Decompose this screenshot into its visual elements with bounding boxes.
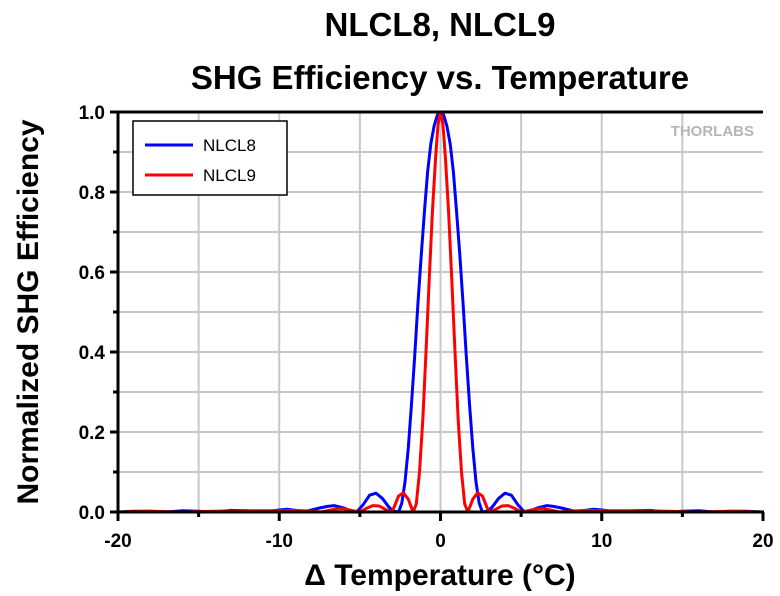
- y-tick-label: 0.6: [79, 263, 105, 284]
- x-tick-label: -20: [104, 531, 131, 552]
- y-tick-label: 0.0: [79, 503, 105, 524]
- x-axis-label: Δ Temperature (°C): [304, 559, 575, 592]
- x-tick-label: 20: [752, 531, 773, 552]
- legend-label-nlcl8: NLCL8: [203, 136, 256, 155]
- y-tick-label: 0.8: [79, 183, 105, 204]
- y-tick-label: 0.4: [79, 343, 106, 364]
- legend: NLCL8 NLCL9: [132, 120, 288, 196]
- x-tick-label: -10: [266, 531, 293, 552]
- legend-label-nlcl9: NLCL9: [203, 166, 256, 185]
- x-tick-label: 10: [591, 531, 612, 552]
- axes: [110, 110, 765, 521]
- tick-labels: -20 -10 0 10 20 0.0 0.2 0.4 0.6 0.8 1.0: [79, 103, 774, 552]
- y-tick-label: 0.2: [79, 423, 105, 444]
- y-tick-label: 1.0: [79, 103, 105, 124]
- grid-lines: [118, 112, 763, 512]
- chart-title: NLCL8, NLCL9: [325, 6, 556, 43]
- chart-subtitle: SHG Efficiency vs. Temperature: [191, 59, 689, 96]
- thorlabs-watermark: THORLABS: [671, 123, 754, 140]
- y-axis-label: Normalized SHG Efficiency: [12, 119, 45, 504]
- legend-box: [132, 120, 288, 196]
- x-tick-label: 0: [435, 531, 446, 552]
